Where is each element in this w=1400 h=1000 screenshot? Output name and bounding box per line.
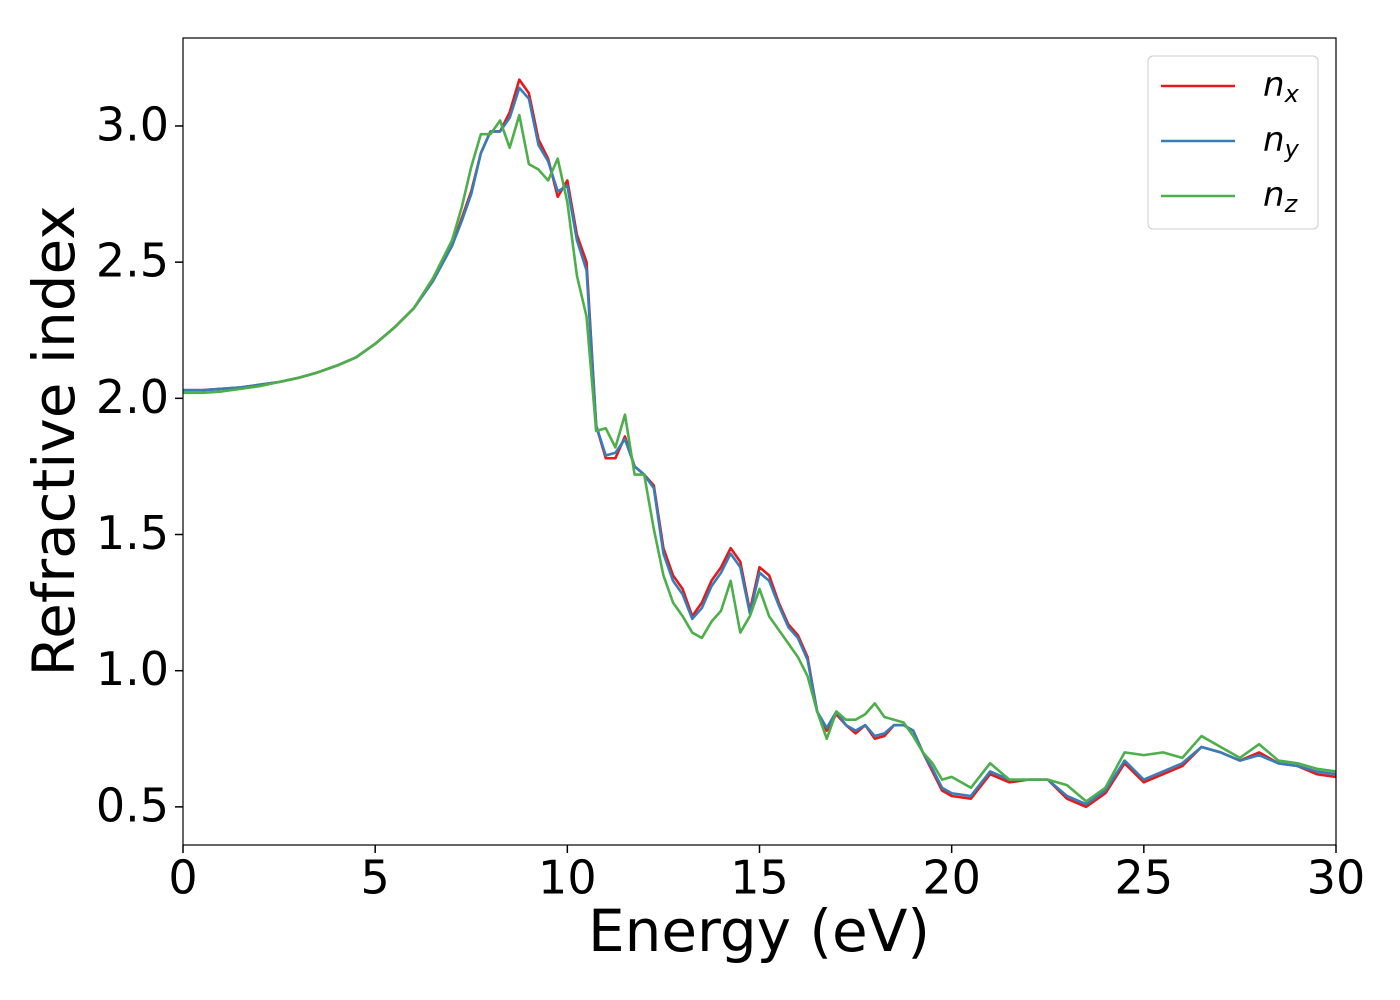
- y-tick-label: 1.0: [96, 642, 169, 696]
- x-tick-label: 30: [1307, 851, 1366, 905]
- x-tick-label: 15: [730, 851, 789, 905]
- y-axis-label: Refractive index: [20, 205, 88, 676]
- x-tick-label: 10: [538, 851, 597, 905]
- x-tick-label: 5: [361, 851, 390, 905]
- legend-label: nx: [1263, 65, 1300, 109]
- legend-box: [1147, 55, 1319, 230]
- line: [183, 86, 1336, 806]
- legend-label: nz: [1263, 175, 1299, 219]
- x-tick-label: 25: [1115, 851, 1174, 905]
- x-tick-label: 0: [168, 851, 197, 905]
- line: [183, 113, 1336, 803]
- x-tick-label: 20: [922, 851, 981, 905]
- legend-label: ny: [1263, 120, 1300, 164]
- plot-frame: [182, 37, 1337, 846]
- y-tick-label: 2.0: [96, 370, 169, 424]
- x-axis-label: Energy (eV): [588, 897, 930, 965]
- y-tick-label: 0.5: [96, 778, 169, 832]
- y-tick-label: 2.5: [96, 234, 169, 288]
- y-tick-label: 1.5: [96, 506, 169, 560]
- y-tick-label: 3.0: [96, 97, 169, 151]
